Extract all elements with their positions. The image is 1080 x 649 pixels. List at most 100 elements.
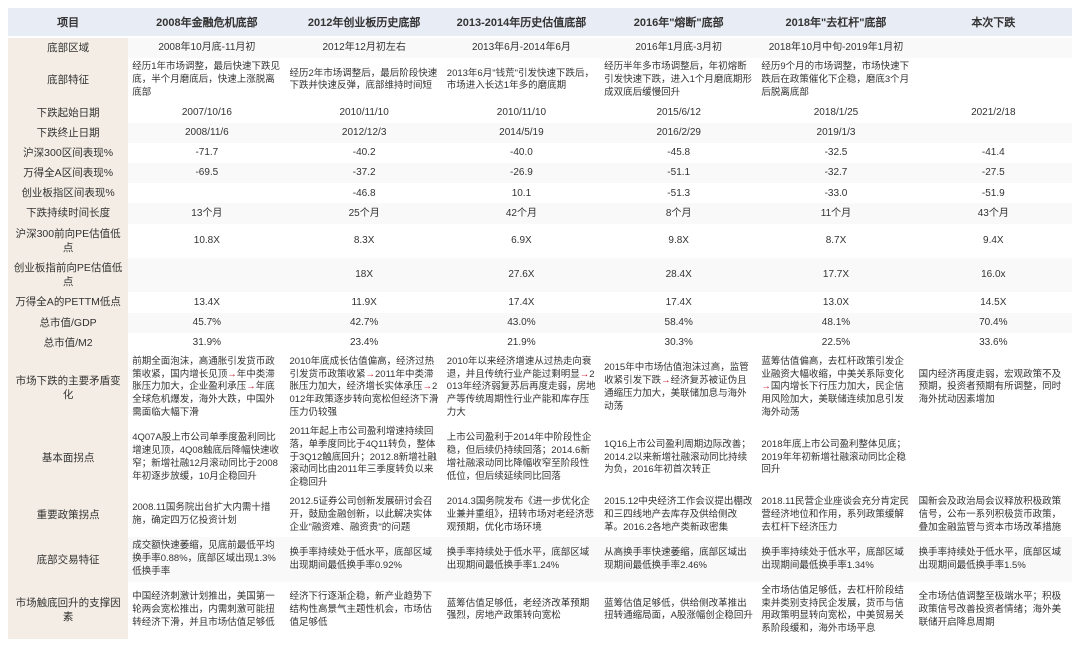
cell: 2015年中市场估值泡沫过高，监管收紧引发下跌→经济复苏被证伪且通缩压力加大，美…	[600, 353, 757, 423]
cell: 33.6%	[915, 333, 1072, 353]
cell: 2012.5证券公司创新发展研讨会召开，鼓励金融创新，以此解决实体企业"融资难、…	[286, 493, 443, 537]
cell: -41.4	[915, 143, 1072, 163]
cell: 经历9个月的市场调整，市场快速下跌后在政策催化下企稳，磨底3个月后脱离底部	[757, 58, 914, 102]
cell: 8个月	[600, 203, 757, 223]
cell: 2014.3国务院发布《进一步优化企业兼并重组》，扭转市场对老经济悲观预期，优化…	[443, 493, 600, 537]
cell: 23.4%	[286, 333, 443, 353]
cell: 2018/1/25	[757, 103, 914, 123]
cell: 2010年以来经济增速从过热走向衰退，并且传统行业产能过剩明显→2013年经济弱…	[443, 353, 600, 423]
table-row: 底部特征经历1年市场调整，最后快速下跌见底，半个月磨底后，快速上涨脱离底部经历2…	[8, 58, 1072, 102]
row-header: 沪深300区间表现%	[8, 143, 128, 163]
cell: 1Q16上市公司盈利周期边际改善；2014.2以来新增社融滚动同比持续为负，20…	[600, 423, 757, 493]
cell	[915, 37, 1072, 58]
market-bottom-comparison-table: 项目2008年金融危机底部2012年创业板历史底部2013-2014年历史估值底…	[8, 8, 1072, 639]
cell: 17.4X	[443, 292, 600, 312]
cell: 13个月	[128, 203, 285, 223]
cell: 8.7X	[757, 224, 914, 258]
cell: 2019/1/3	[757, 123, 914, 143]
table-row: 总市值/GDP45.7%42.7%43.0%58.4%48.1%70.4%	[8, 313, 1072, 333]
cell: 2012年12月初左右	[286, 37, 443, 58]
cell: 43.0%	[443, 313, 600, 333]
cell: 17.4X	[600, 292, 757, 312]
table-row: 重要政策拐点2008.11国务院出台扩大内需十措施，确定四万亿投资计划2012.…	[8, 493, 1072, 537]
cell: 成交额快速萎缩，见底前最低平均换手率0.88%，底部区域出现1.3%低换手率	[128, 537, 285, 581]
table-row: 总市值/M231.9%23.4%21.9%30.3%22.5%33.6%	[8, 333, 1072, 353]
cell: 70.4%	[915, 313, 1072, 333]
col-header-period: 2018年"去杠杆"底部	[757, 8, 914, 37]
cell: 蓝筹估值足够低，老经济改革预期强烈，房地产政策转向宽松	[443, 582, 600, 639]
row-header: 下跌持续时间长度	[8, 203, 128, 223]
cell: 48.1%	[757, 313, 914, 333]
cell: 9.8X	[600, 224, 757, 258]
cell: 16.0x	[915, 258, 1072, 292]
cell: 21.9%	[443, 333, 600, 353]
cell: 从高换手率快速萎缩，底部区域出现期间最低换手率2.46%	[600, 537, 757, 581]
cell: 28.4X	[600, 258, 757, 292]
cell: 13.4X	[128, 292, 285, 312]
cell: 2010/11/10	[286, 103, 443, 123]
row-header: 底部交易特征	[8, 537, 128, 581]
cell: 经历1年市场调整，最后快速下跌见底，半个月磨底后，快速上涨脱离底部	[128, 58, 285, 102]
cell: -45.8	[600, 143, 757, 163]
cell: -69.5	[128, 163, 285, 183]
row-header: 万得全A区间表现%	[8, 163, 128, 183]
cell: 2012/12/3	[286, 123, 443, 143]
cell: 2008.11国务院出台扩大内需十措施，确定四万亿投资计划	[128, 493, 285, 537]
cell: 经历2年市场调整后，最后阶段快速下跌并快速反弹，底部维持时间短	[286, 58, 443, 102]
row-header: 重要政策拐点	[8, 493, 128, 537]
cell: 经济下行逐渐企稳，新产业趋势下结构性高景气主题性机会，市场估值足够低	[286, 582, 443, 639]
cell: -33.0	[757, 183, 914, 203]
cell: 2008/11/6	[128, 123, 285, 143]
cell: -32.7	[757, 163, 914, 183]
cell: 22.5%	[757, 333, 914, 353]
cell: 2018.11民营企业座谈会充分肯定民营经济地位和作用，系列政策缓解去杠杆下经济…	[757, 493, 914, 537]
cell: 17.7X	[757, 258, 914, 292]
row-header: 总市值/M2	[8, 333, 128, 353]
cell: 30.3%	[600, 333, 757, 353]
cell: -51.9	[915, 183, 1072, 203]
cell: 8.3X	[286, 224, 443, 258]
table-row: 下跌终止日期2008/11/62012/12/32014/5/192016/2/…	[8, 123, 1072, 143]
cell: 6.9X	[443, 224, 600, 258]
cell: 9.4X	[915, 224, 1072, 258]
cell: 2013年6月"钱荒"引发快速下跌后，市场进入长达1年多的磨底期	[443, 58, 600, 102]
row-header: 下跌起始日期	[8, 103, 128, 123]
cell: 2010年底成长估值偏高，经济过热引发货币政策收紧→2011年中类滞胀压力加大，…	[286, 353, 443, 423]
cell: 11.9X	[286, 292, 443, 312]
row-header: 万得全A的PETTM低点	[8, 292, 128, 312]
cell: -26.9	[443, 163, 600, 183]
cell: 2015.12中央经济工作会议提出棚改和三四线地产去库存及供给侧改革。2016.…	[600, 493, 757, 537]
cell: 13.0X	[757, 292, 914, 312]
table-row: 下跌持续时间长度13个月25个月42个月8个月11个月43个月	[8, 203, 1072, 223]
cell: 换手率持续处于低水平，底部区域出现期间最低换手率1.24%	[443, 537, 600, 581]
cell	[915, 423, 1072, 493]
row-header: 基本面拐点	[8, 423, 128, 493]
cell: 27.6X	[443, 258, 600, 292]
row-header: 底部区域	[8, 37, 128, 58]
cell: -46.8	[286, 183, 443, 203]
cell: 11个月	[757, 203, 914, 223]
row-header: 创业板指区间表现%	[8, 183, 128, 203]
col-header-period: 2016年"熔断"底部	[600, 8, 757, 37]
cell: 经历半年多市场调整后，年初熔断引发快速下跌，进入1个月磨底期形成双底后缓慢回升	[600, 58, 757, 102]
table-row: 下跌起始日期2007/10/162010/11/102010/11/102015…	[8, 103, 1072, 123]
cell: 45.7%	[128, 313, 285, 333]
col-header-period: 本次下跌	[915, 8, 1072, 37]
cell	[915, 58, 1072, 102]
cell: 43个月	[915, 203, 1072, 223]
row-header: 沪深300前向PE估值低点	[8, 224, 128, 258]
table-row: 市场下跌的主要矛盾变化前期全面泡沫，高通胀引发货币政策收紧，国内增长见顶→年中类…	[8, 353, 1072, 423]
cell: -51.1	[600, 163, 757, 183]
cell: 2008年10月底-11月初	[128, 37, 285, 58]
col-header-item: 项目	[8, 8, 128, 37]
cell: 2021/2/18	[915, 103, 1072, 123]
table-row: 创业板指区间表现%-46.810.1-51.3-33.0-51.9	[8, 183, 1072, 203]
cell: 42.7%	[286, 313, 443, 333]
cell: 31.9%	[128, 333, 285, 353]
cell: 前期全面泡沫，高通胀引发货币政策收紧，国内增长见顶→年中类滞胀压力加大，企业盈利…	[128, 353, 285, 423]
row-header: 创业板指前向PE估值低点	[8, 258, 128, 292]
cell: 2011年起上市公司盈利增速持续回落，单季度同比于4Q11转负，整体于3Q12触…	[286, 423, 443, 493]
table-row: 底部区域2008年10月底-11月初2012年12月初左右2013年6月-201…	[8, 37, 1072, 58]
col-header-period: 2008年金融危机底部	[128, 8, 285, 37]
cell	[128, 258, 285, 292]
